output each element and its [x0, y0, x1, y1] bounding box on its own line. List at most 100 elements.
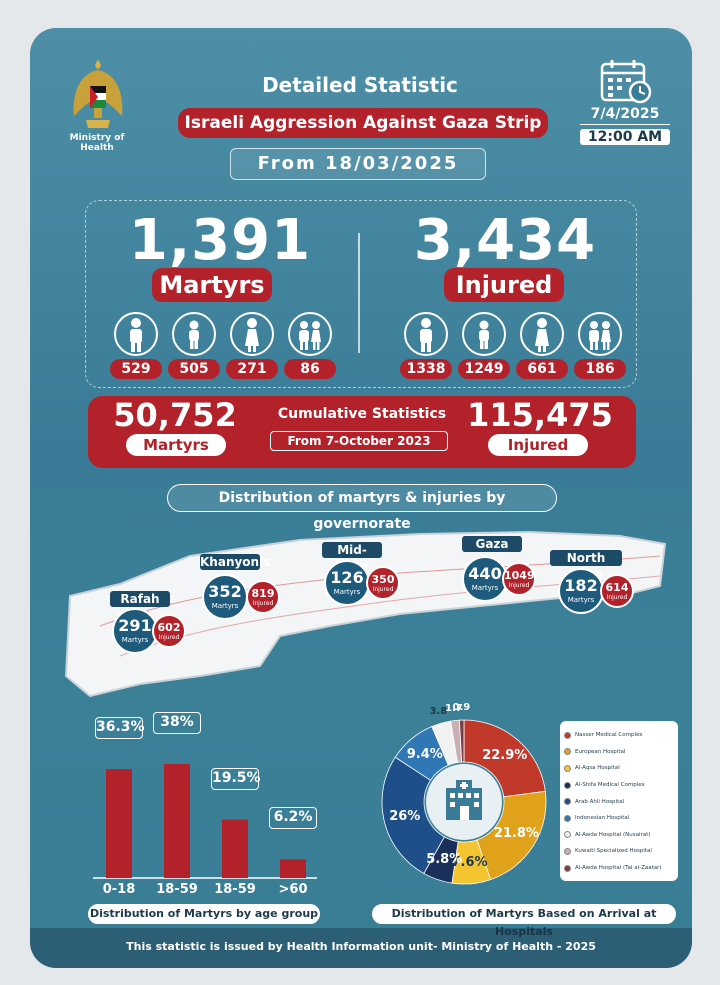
age-bar	[280, 859, 306, 878]
injured-word: Injured	[252, 600, 274, 607]
martyrs-total: 1,391	[128, 208, 312, 273]
subtitle-banner: Israeli Aggression Against Gaza Strip	[178, 108, 548, 138]
injured-total: 3,434	[413, 208, 597, 273]
cumulative-martyrs-label: Martyrs	[126, 434, 226, 456]
date-time-box: 7/4/2025 12:00 AM	[580, 106, 670, 145]
cumulative-injured: 115,475	[467, 396, 613, 434]
legend-item: European Hospital	[564, 744, 674, 761]
legend-swatch	[564, 847, 571, 855]
footer-text: This statistic is issued by Health Infor…	[126, 940, 596, 953]
cumulative-since: From 7-October 2023	[270, 431, 448, 451]
legend-item: Al-Shifa Medical Complex	[564, 777, 674, 794]
footer-band	[30, 928, 692, 968]
governorate-name: Khanyonis	[200, 554, 271, 570]
age-group-label: 0-18	[102, 882, 136, 897]
from-date-box: From 18/03/2025	[230, 148, 486, 180]
legend-swatch	[564, 831, 571, 839]
martyrs-count: 529	[110, 359, 162, 379]
legend-item: Arab Ahli Hospital	[564, 793, 674, 810]
legend-label: Al-Awda Hospital (Nusairat)	[575, 831, 651, 838]
cumulative-band	[88, 396, 636, 468]
legend-item: Al-Awda Hospital (Tal al-Zaatar)	[564, 860, 674, 877]
injured-word: Injured	[508, 582, 530, 589]
injured-count: 1249	[458, 359, 510, 379]
martyrs-child-icon	[172, 312, 216, 356]
age-bar-chart	[93, 764, 317, 879]
governorate-injured-circle: 614 Injured	[600, 574, 634, 608]
legend-label: Al-Awda Hospital (Tal al-Zaatar)	[575, 865, 662, 872]
cumulative-injured-label: Injured	[488, 434, 588, 456]
injured-label: Injured	[444, 268, 564, 302]
martyrs-count: 505	[168, 359, 220, 379]
hospital-chart-caption: Distribution of Martyrs Based on Arrival…	[372, 904, 676, 938]
injured-word: Injured	[372, 586, 394, 593]
hospital-slice-label: 7.6%	[451, 854, 488, 870]
ministry-label: Ministry of Health	[69, 133, 125, 153]
report-date: 7/4/2025	[580, 106, 670, 125]
age-chart-caption: Distribution of Martyrs by age group	[88, 904, 320, 924]
age-group-label: 18-59	[214, 882, 256, 897]
governorate-injured: 602	[157, 621, 181, 634]
age-bar	[222, 819, 248, 878]
governorate-injured-circle: 602 Injured	[152, 614, 186, 648]
injured-elderly-couple-icon	[578, 312, 622, 356]
governorate-martyrs: 182	[564, 576, 598, 595]
hospital-legend: Nasser Medical Complex European Hospital A…	[560, 721, 678, 881]
legend-swatch	[564, 764, 571, 772]
martyrs-count: 271	[226, 359, 278, 379]
hospital-slice-label: 22.9%	[482, 748, 528, 764]
martyrs-elderly-couple-icon	[288, 312, 332, 356]
summary-divider	[358, 233, 360, 353]
governorate-name: North Gaza	[550, 550, 622, 581]
legend-label: Kuwaiti Specialized Hospital	[575, 848, 652, 855]
hospital-slice-label: 9.4%	[406, 747, 443, 763]
injured-woman-icon	[520, 312, 564, 356]
legend-swatch	[564, 781, 571, 789]
hospital-building-icon	[426, 764, 502, 840]
martyrs-label: Martyrs	[152, 268, 272, 302]
martyrs-word: Martyrs	[333, 588, 361, 596]
injured-count: 1338	[400, 359, 452, 379]
injured-word: Injured	[606, 594, 628, 601]
martyrs-word: Martyrs	[567, 596, 595, 604]
calendar-clock-icon	[600, 60, 652, 104]
governorate-martyrs: 126	[330, 568, 364, 587]
age-bar	[164, 764, 190, 878]
governorate-martyrs-circle: 440 Martyrs	[462, 556, 508, 602]
legend-swatch	[564, 864, 571, 872]
cumulative-martyrs: 50,752	[113, 396, 237, 434]
age-group-label: >60	[278, 882, 308, 897]
legend-item: Kuwaiti Specialized Hospital	[564, 843, 674, 860]
age-bar-percent: 36.3%	[95, 717, 145, 740]
age-bar-percent: 38%	[153, 712, 201, 734]
martyrs-count: 86	[284, 359, 336, 379]
legend-label: European Hospital	[575, 748, 626, 755]
governorate-martyrs-circle: 352 Martyrs	[202, 574, 248, 620]
hospital-slice-label: 26%	[389, 808, 421, 824]
governorate-name: Gaza	[462, 536, 522, 552]
report-time: 12:00 AM	[580, 129, 670, 145]
infographic-card: Ministry of Health Detailed Statistic Is…	[30, 28, 692, 968]
hospital-slice	[458, 719, 465, 763]
martyrs-word: Martyrs	[121, 636, 149, 644]
legend-swatch	[564, 748, 571, 756]
hospital-donut-chart	[381, 719, 547, 885]
governorate-injured: 819	[251, 587, 275, 600]
legend-label: Indonesian Hospital	[575, 815, 630, 822]
hospital-slice-label: 5.8%	[426, 851, 463, 867]
injured-man-icon	[404, 312, 448, 356]
governorate-injured-circle: 1049 Injured	[502, 562, 536, 596]
legend-label: Nasser Medical Complex	[575, 732, 643, 739]
injured-count: 661	[516, 359, 568, 379]
hospital-slice	[463, 719, 546, 798]
age-group-label: 18-59	[156, 882, 198, 897]
summary-box	[85, 200, 637, 388]
governorate-name: Mid- Zone	[322, 542, 382, 573]
governorate-injured-circle: 819 Injured	[246, 580, 280, 614]
legend-swatch	[564, 814, 571, 822]
legend-label: Al-Aqsa Hospital	[575, 765, 620, 772]
martyrs-word: Martyrs	[211, 602, 239, 610]
age-bar-percent: 19.5%	[211, 767, 261, 790]
injured-count: 186	[574, 359, 626, 379]
